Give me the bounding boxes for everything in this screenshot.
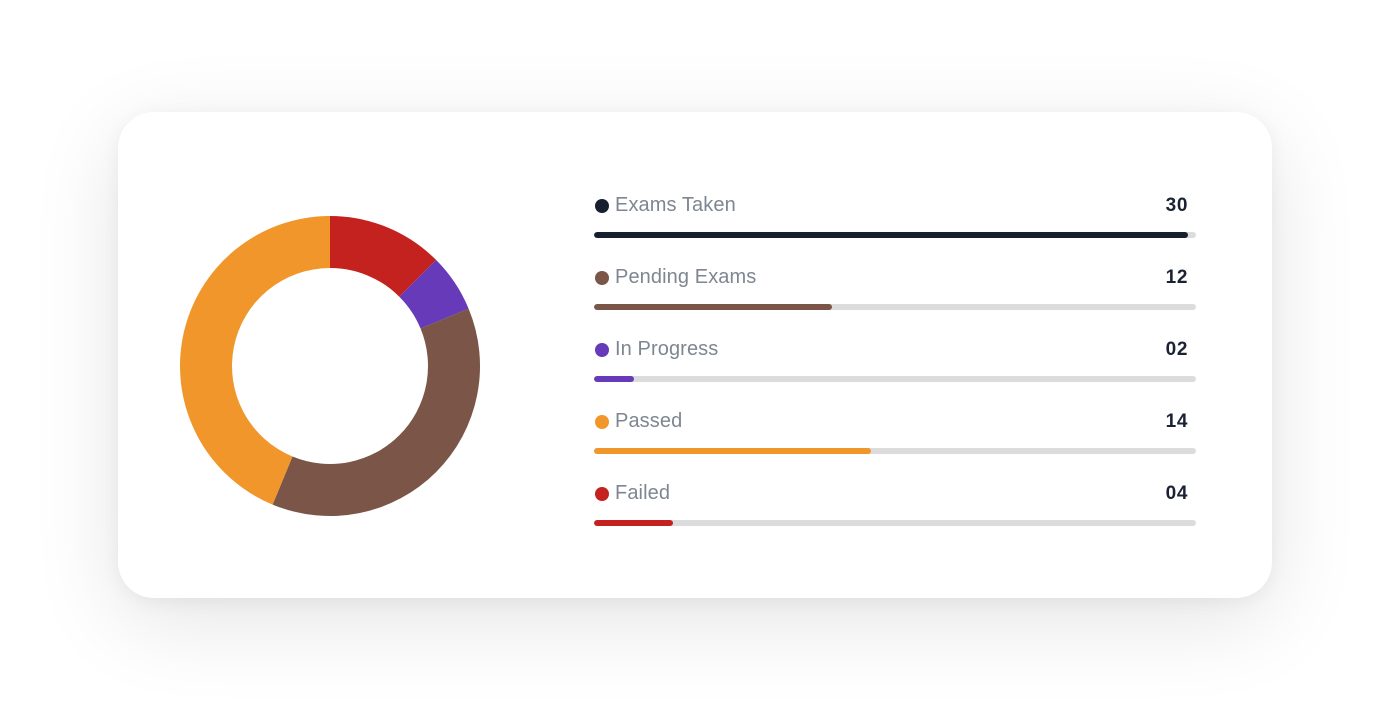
in-progress-dot — [595, 343, 609, 357]
legend-row-pending-exams: Pending Exams 12 — [594, 264, 1196, 312]
passed-progress — [594, 448, 872, 454]
in-progress-label: In Progress — [615, 338, 719, 360]
pending-exams-track — [594, 304, 1196, 310]
passed-value: 14 — [1165, 411, 1188, 432]
donut-slice-failed — [330, 216, 437, 297]
in-progress-progress — [594, 376, 634, 382]
legend-row-in-progress: In Progress 02 — [594, 336, 1196, 384]
passed-label: Passed — [615, 410, 683, 432]
donut-slice-passed — [180, 216, 330, 505]
pending-exams-progress — [594, 304, 832, 310]
failed-track — [594, 520, 1196, 526]
legend-row-exams-taken: Exams Taken 30 — [594, 192, 1196, 240]
in-progress-track — [594, 376, 1196, 382]
exams-taken-track — [594, 232, 1196, 238]
legend-row-passed: Passed 14 — [594, 408, 1196, 456]
failed-progress — [594, 520, 674, 526]
donut-slice-pending-exams — [272, 308, 480, 516]
passed-dot — [595, 415, 609, 429]
pending-exams-label: Pending Exams — [615, 266, 757, 288]
pending-exams-dot — [595, 271, 609, 285]
donut-chart — [180, 216, 480, 516]
legend-row-failed: Failed 04 — [594, 480, 1196, 528]
exam-stats-card: Exams Taken 30 Pending Exams 12 In Progr… — [118, 112, 1272, 598]
failed-dot — [595, 487, 609, 501]
exams-taken-value: 30 — [1165, 195, 1188, 216]
exams-taken-label: Exams Taken — [615, 194, 736, 216]
in-progress-value: 02 — [1165, 339, 1188, 360]
passed-track — [594, 448, 1196, 454]
exams-taken-progress — [594, 232, 1189, 238]
donut-slice-in-progress — [399, 259, 469, 329]
failed-label: Failed — [615, 482, 671, 504]
exams-taken-dot — [595, 199, 609, 213]
failed-value: 04 — [1165, 483, 1188, 504]
pending-exams-value: 12 — [1165, 267, 1188, 288]
